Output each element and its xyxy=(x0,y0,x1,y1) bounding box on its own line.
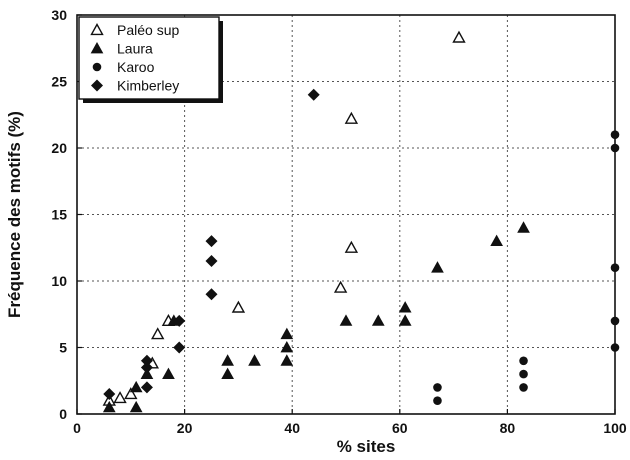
data-point xyxy=(129,380,143,393)
legend-marker xyxy=(90,23,104,36)
data-point xyxy=(452,30,466,43)
legend-items: Paléo sup Laura Karoo Kimberley xyxy=(90,22,179,94)
legend-label: Laura xyxy=(117,41,153,57)
data-point xyxy=(140,354,153,367)
data-point xyxy=(344,111,359,124)
y-tick-label: 20 xyxy=(51,140,67,156)
data-points xyxy=(102,30,620,413)
legend-label: Paléo sup xyxy=(117,22,179,38)
y-tick-label: 25 xyxy=(51,74,67,90)
data-point xyxy=(433,396,442,406)
legend-entry: Laura xyxy=(90,41,153,57)
data-point xyxy=(231,300,246,313)
x-tick-label: 80 xyxy=(500,420,516,436)
data-point xyxy=(173,341,186,354)
legend-marker xyxy=(91,79,103,92)
data-point xyxy=(610,343,620,352)
data-point xyxy=(519,369,528,379)
x-tick-label: 100 xyxy=(603,420,627,436)
data-point xyxy=(333,280,348,293)
y-axis-label: Fréquence des motifs (%) xyxy=(5,111,24,318)
legend-entry: Paléo sup xyxy=(90,22,179,38)
data-point xyxy=(248,354,261,366)
data-point xyxy=(307,88,320,101)
data-point xyxy=(221,354,234,366)
axis-ticks: 0 20 40 60 80 100 0 5 10 15 20 25 30 xyxy=(51,7,626,436)
data-point xyxy=(433,383,442,392)
y-tick-label: 10 xyxy=(51,273,67,289)
data-point xyxy=(140,361,153,374)
data-point xyxy=(140,367,154,379)
data-point xyxy=(173,314,186,327)
data-point xyxy=(162,367,175,379)
data-point xyxy=(124,387,138,400)
data-point xyxy=(398,314,412,326)
series-circle-filled xyxy=(433,130,620,406)
data-point xyxy=(205,255,218,268)
x-tick-label: 0 xyxy=(73,420,81,436)
data-point xyxy=(103,388,116,401)
data-point xyxy=(610,143,620,153)
x-tick-label: 40 xyxy=(284,420,300,436)
data-point xyxy=(280,340,294,353)
data-point xyxy=(102,400,116,413)
data-point xyxy=(490,234,503,246)
data-point xyxy=(519,383,528,392)
data-point xyxy=(398,301,412,313)
legend-label: Karoo xyxy=(117,59,155,75)
data-point xyxy=(221,367,234,379)
data-point xyxy=(610,130,620,139)
series-diamond-filled xyxy=(103,88,320,401)
legend-label: Kimberley xyxy=(117,78,179,94)
data-point xyxy=(129,400,143,413)
legend-entry: Kimberley xyxy=(91,78,179,94)
data-point xyxy=(344,240,359,253)
data-point xyxy=(517,221,530,233)
data-point xyxy=(205,288,218,301)
y-tick-label: 30 xyxy=(51,7,67,23)
data-point xyxy=(519,356,528,366)
data-point xyxy=(339,314,353,326)
data-point xyxy=(151,327,165,340)
data-point xyxy=(610,263,620,273)
data-point xyxy=(140,381,153,394)
data-point xyxy=(280,327,294,340)
x-tick-label: 60 xyxy=(392,420,408,436)
data-point xyxy=(610,316,620,326)
data-point xyxy=(205,235,218,248)
series-triangle-filled xyxy=(102,221,530,413)
y-tick-label: 15 xyxy=(51,207,67,223)
x-axis-label: % sites xyxy=(337,437,396,456)
data-point xyxy=(431,261,444,273)
legend-marker xyxy=(90,41,104,54)
data-point xyxy=(371,314,385,326)
data-point xyxy=(113,391,127,404)
legend-marker xyxy=(92,62,102,72)
legend: Paléo sup Laura Karoo Kimberley xyxy=(78,16,223,103)
y-tick-label: 0 xyxy=(59,406,67,422)
y-tick-label: 5 xyxy=(59,340,67,356)
data-point xyxy=(280,354,294,366)
x-tick-label: 20 xyxy=(177,420,193,436)
legend-entry: Karoo xyxy=(92,59,155,75)
